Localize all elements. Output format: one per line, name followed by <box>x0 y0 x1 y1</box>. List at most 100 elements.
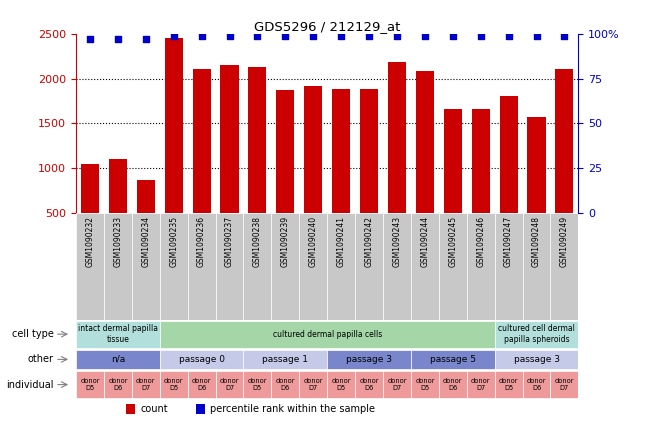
Text: donor
D7: donor D7 <box>387 378 407 391</box>
Bar <box>555 69 574 213</box>
Bar <box>327 349 411 369</box>
Title: GDS5296 / 212129_at: GDS5296 / 212129_at <box>254 20 401 33</box>
Bar <box>243 349 327 369</box>
Bar <box>383 213 411 320</box>
Bar <box>76 349 160 369</box>
Bar <box>527 117 545 213</box>
Point <box>336 32 346 39</box>
Text: GSM1090241: GSM1090241 <box>336 216 346 267</box>
Bar <box>444 109 462 213</box>
Text: individual: individual <box>6 379 54 390</box>
Point <box>420 32 430 39</box>
Text: donor
D5: donor D5 <box>248 378 267 391</box>
Text: donor
D6: donor D6 <box>108 378 128 391</box>
Point <box>169 32 179 39</box>
Text: donor
D6: donor D6 <box>192 378 212 391</box>
Bar <box>355 371 383 398</box>
Text: cultured cell dermal
papilla spheroids: cultured cell dermal papilla spheroids <box>498 324 575 344</box>
Bar <box>104 213 132 320</box>
Text: n/a: n/a <box>111 355 125 364</box>
Text: GSM1090239: GSM1090239 <box>281 216 290 267</box>
Text: passage 3: passage 3 <box>514 355 559 364</box>
Bar <box>472 109 490 213</box>
Text: GSM1090240: GSM1090240 <box>309 216 318 267</box>
Point <box>252 32 262 39</box>
Bar <box>109 159 127 213</box>
Text: passage 1: passage 1 <box>262 355 308 364</box>
Point <box>141 36 151 43</box>
Point <box>559 32 570 39</box>
Bar <box>165 38 182 213</box>
Text: donor
D5: donor D5 <box>499 378 518 391</box>
Bar <box>467 213 494 320</box>
Text: GSM1090247: GSM1090247 <box>504 216 513 267</box>
Bar <box>76 371 104 398</box>
Bar <box>188 213 215 320</box>
Bar <box>355 213 383 320</box>
Bar <box>104 371 132 398</box>
Text: GSM1090242: GSM1090242 <box>365 216 373 267</box>
Bar <box>416 71 434 213</box>
Bar <box>494 371 523 398</box>
Bar <box>388 62 406 213</box>
Bar <box>467 371 494 398</box>
Text: GSM1090244: GSM1090244 <box>420 216 430 267</box>
Bar <box>551 371 578 398</box>
Text: GSM1090245: GSM1090245 <box>448 216 457 267</box>
Bar <box>188 371 215 398</box>
Text: cultured dermal papilla cells: cultured dermal papilla cells <box>272 330 382 339</box>
Text: donor
D6: donor D6 <box>276 378 295 391</box>
Text: donor
D7: donor D7 <box>555 378 574 391</box>
Text: GSM1090232: GSM1090232 <box>85 216 95 267</box>
Text: passage 5: passage 5 <box>430 355 476 364</box>
Bar <box>439 213 467 320</box>
Bar <box>132 213 160 320</box>
Text: passage 3: passage 3 <box>346 355 392 364</box>
Point <box>85 36 95 43</box>
Text: donor
D7: donor D7 <box>471 378 490 391</box>
Text: GSM1090235: GSM1090235 <box>169 216 178 267</box>
Text: cell type: cell type <box>11 329 54 339</box>
Bar <box>272 213 299 320</box>
Bar <box>160 371 188 398</box>
Text: intact dermal papilla
tissue: intact dermal papilla tissue <box>78 324 158 344</box>
Bar <box>494 213 523 320</box>
Text: count: count <box>140 404 168 414</box>
Bar <box>160 349 243 369</box>
Bar <box>523 213 551 320</box>
Bar <box>249 67 266 213</box>
Text: passage 0: passage 0 <box>178 355 225 364</box>
Text: donor
D5: donor D5 <box>415 378 435 391</box>
Text: donor
D7: donor D7 <box>136 378 155 391</box>
Point <box>475 32 486 39</box>
Bar <box>215 213 243 320</box>
Bar <box>160 321 494 348</box>
Bar <box>243 213 272 320</box>
Text: GSM1090249: GSM1090249 <box>560 216 569 267</box>
Bar <box>137 180 155 213</box>
Bar <box>220 65 239 213</box>
Text: donor
D6: donor D6 <box>443 378 463 391</box>
Bar <box>439 371 467 398</box>
Text: donor
D5: donor D5 <box>164 378 184 391</box>
Point <box>392 32 403 39</box>
Text: GSM1090246: GSM1090246 <box>476 216 485 267</box>
Bar <box>500 96 518 213</box>
Bar <box>360 88 378 213</box>
Point <box>196 32 207 39</box>
Bar <box>332 89 350 213</box>
Bar <box>551 213 578 320</box>
Bar <box>76 213 104 320</box>
Bar <box>523 371 551 398</box>
Text: donor
D6: donor D6 <box>527 378 546 391</box>
Text: GSM1090234: GSM1090234 <box>141 216 150 267</box>
Bar <box>243 371 272 398</box>
Bar <box>494 321 578 348</box>
Bar <box>299 371 327 398</box>
Text: GSM1090243: GSM1090243 <box>393 216 401 267</box>
Bar <box>383 371 411 398</box>
Bar <box>81 164 99 213</box>
Bar <box>215 371 243 398</box>
Text: donor
D7: donor D7 <box>303 378 323 391</box>
Bar <box>411 213 439 320</box>
